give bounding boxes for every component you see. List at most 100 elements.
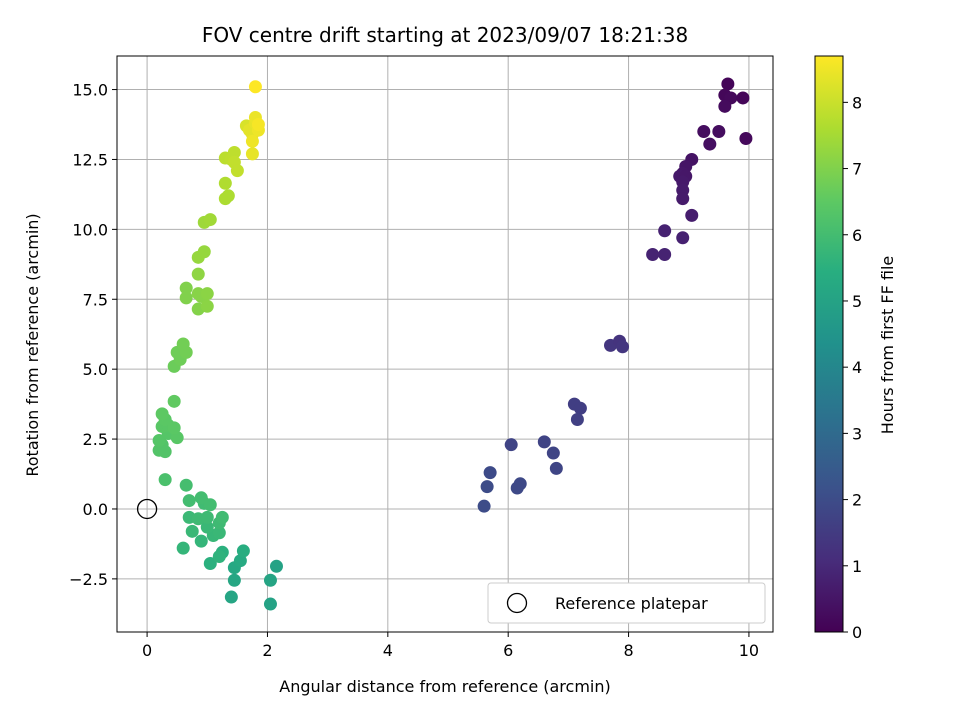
data-point xyxy=(697,124,711,138)
plot-frame xyxy=(116,55,774,633)
x-axis-ticks: 0 2 4 6 8 10 xyxy=(142,632,759,660)
data-point xyxy=(573,401,587,415)
x-tick-label: 2 xyxy=(262,641,272,660)
data-point xyxy=(191,287,205,301)
data-point xyxy=(251,118,265,132)
data-point xyxy=(703,137,717,151)
data-point xyxy=(616,340,630,354)
data-point xyxy=(718,99,732,113)
colorbar-gradient xyxy=(814,55,844,633)
legend-label-reference: Reference platepar xyxy=(555,594,708,613)
data-point xyxy=(549,461,563,475)
data-point xyxy=(200,520,214,534)
x-tick-label: 8 xyxy=(623,641,633,660)
y-tick-label: 7.5 xyxy=(83,290,108,309)
data-point xyxy=(263,597,277,611)
data-point xyxy=(570,412,584,426)
data-point xyxy=(712,124,726,138)
data-point xyxy=(230,164,244,178)
data-point xyxy=(658,224,672,238)
y-tick-label: 15.0 xyxy=(72,81,108,100)
data-point xyxy=(182,494,196,508)
data-point xyxy=(736,91,750,105)
data-point xyxy=(263,573,277,587)
data-point xyxy=(215,510,229,524)
data-point xyxy=(685,208,699,222)
colorbar-title: Hours from first FF file xyxy=(878,256,897,435)
y-tick-label: 5.0 xyxy=(83,360,108,379)
colorbar-tick-label: 4 xyxy=(852,358,862,377)
data-point xyxy=(676,231,690,245)
data-point xyxy=(167,394,181,408)
data-point xyxy=(739,131,753,145)
data-point xyxy=(483,466,497,480)
data-point xyxy=(203,213,217,227)
y-axis-title: Rotation from reference (arcmin) xyxy=(23,213,42,476)
data-point xyxy=(510,481,524,495)
data-point xyxy=(179,291,193,305)
y-tick-label: 10.0 xyxy=(72,220,108,239)
data-point xyxy=(218,176,232,190)
y-tick-label: −2.5 xyxy=(69,570,108,589)
legend-box xyxy=(487,582,766,624)
colorbar: 0 1 2 3 4 5 6 7 8 Hours from first FF file xyxy=(814,55,897,642)
x-tick-label: 4 xyxy=(383,641,393,660)
data-point xyxy=(200,510,214,524)
data-point xyxy=(504,438,518,452)
data-point xyxy=(212,526,226,540)
colorbar-tick-label: 6 xyxy=(852,226,862,245)
colorbar-tick-label: 0 xyxy=(852,623,862,642)
y-tick-label: 2.5 xyxy=(83,430,108,449)
data-point xyxy=(221,189,235,203)
data-markers xyxy=(136,77,753,611)
legend: Reference platepar xyxy=(487,582,766,624)
data-point xyxy=(212,550,226,564)
data-point xyxy=(224,590,238,604)
x-axis-title: Angular distance from reference (arcmin) xyxy=(279,677,610,696)
colorbar-tick-label: 8 xyxy=(852,93,862,112)
colorbar-ticks: 0 1 2 3 4 5 6 7 8 xyxy=(843,93,862,642)
legend-marker-reference xyxy=(506,592,528,614)
data-point xyxy=(185,524,199,538)
data-point xyxy=(158,473,172,487)
x-tick-label: 6 xyxy=(503,641,513,660)
reference-platepar-marker xyxy=(136,498,158,520)
data-point xyxy=(233,554,247,568)
data-point xyxy=(179,478,193,492)
data-point xyxy=(269,559,283,573)
data-point xyxy=(480,480,494,494)
data-point xyxy=(245,134,259,148)
data-point xyxy=(646,248,660,262)
data-point xyxy=(658,248,672,262)
chart-title: FOV centre drift starting at 2023/09/07 … xyxy=(202,23,688,47)
data-point xyxy=(170,431,184,445)
data-point xyxy=(245,147,259,161)
data-point xyxy=(155,407,169,421)
y-tick-label: 0.0 xyxy=(83,500,108,519)
data-point xyxy=(477,499,491,513)
colorbar-tick-label: 1 xyxy=(852,557,862,576)
data-point xyxy=(227,145,241,159)
x-tick-label: 0 xyxy=(142,641,152,660)
data-point xyxy=(676,192,690,206)
y-axis-ticks: −2.5 0.0 2.5 5.0 7.5 10.0 12.5 15.0 xyxy=(69,81,117,589)
data-point xyxy=(194,491,208,505)
gridlines xyxy=(117,56,773,632)
data-point xyxy=(152,433,166,447)
x-tick-label: 10 xyxy=(739,641,759,660)
colorbar-tick-label: 3 xyxy=(852,424,862,443)
data-point xyxy=(203,556,217,570)
data-point xyxy=(537,435,551,449)
data-point xyxy=(203,498,217,512)
colorbar-tick-label: 7 xyxy=(852,160,862,179)
data-point xyxy=(200,299,214,313)
data-point xyxy=(176,541,190,555)
data-point xyxy=(236,544,250,558)
colorbar-tick-label: 5 xyxy=(852,292,862,311)
data-point xyxy=(167,421,181,435)
colorbar-tick-label: 2 xyxy=(852,491,862,510)
data-point xyxy=(194,534,208,548)
data-point xyxy=(248,80,262,94)
data-point xyxy=(197,245,211,259)
